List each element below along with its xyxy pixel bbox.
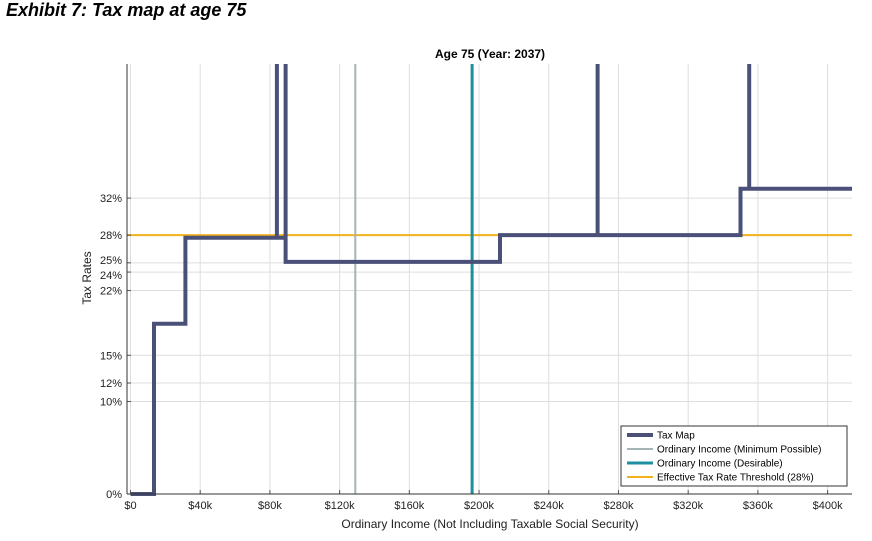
y-tick-label: 32%: [100, 193, 122, 205]
y-tick-label: 0%: [106, 489, 122, 501]
x-tick-label: $360k: [743, 500, 773, 512]
series-tax-map: [130, 64, 852, 496]
x-tick-label: $240k: [534, 500, 564, 512]
y-tick-label: 28%: [100, 230, 122, 242]
y-tick-label: 15%: [100, 350, 122, 362]
x-tick-label: $280k: [603, 500, 633, 512]
y-tick-label: 22%: [100, 286, 122, 298]
exhibit-title: Exhibit 7: Tax map at age 75: [6, 0, 247, 20]
axes: $0 $40k $80k $120k $160k $200k $240k $280k $320k…: [100, 64, 852, 512]
y-tick-label: 25%: [100, 255, 122, 267]
x-tick-label: $120k: [325, 500, 355, 512]
x-tick-label: $400k: [813, 500, 843, 512]
legend-entry: Ordinary Income (Minimum Possible): [657, 445, 822, 456]
y-tick-label: 10%: [100, 397, 122, 409]
legend-entry: Ordinary Income (Desirable): [657, 459, 783, 470]
y-axis-label: Tax Rates: [80, 251, 94, 304]
legend-entry: Tax Map: [657, 431, 695, 442]
chart-title: Age 75 (Year: 2037): [435, 47, 545, 61]
x-tick-label: $40k: [188, 500, 212, 512]
x-tick-label: $320k: [673, 500, 703, 512]
x-tick-label: $200k: [464, 500, 494, 512]
x-tick-label: $160k: [394, 500, 424, 512]
series-layer: [127, 64, 852, 496]
y-tick-label: 24%: [100, 270, 122, 282]
x-tick-label: $0: [124, 500, 136, 512]
x-axis-label: Ordinary Income (Not Including Taxable S…: [341, 517, 638, 531]
legend-box: [620, 425, 848, 487]
legend-entry: Effective Tax Rate Threshold (28%): [657, 473, 814, 484]
legend: Tax Map Ordinary Income (Minimum Possible…: [620, 425, 848, 487]
x-tick-label: $80k: [258, 500, 282, 512]
y-tick-label: 12%: [100, 378, 122, 390]
